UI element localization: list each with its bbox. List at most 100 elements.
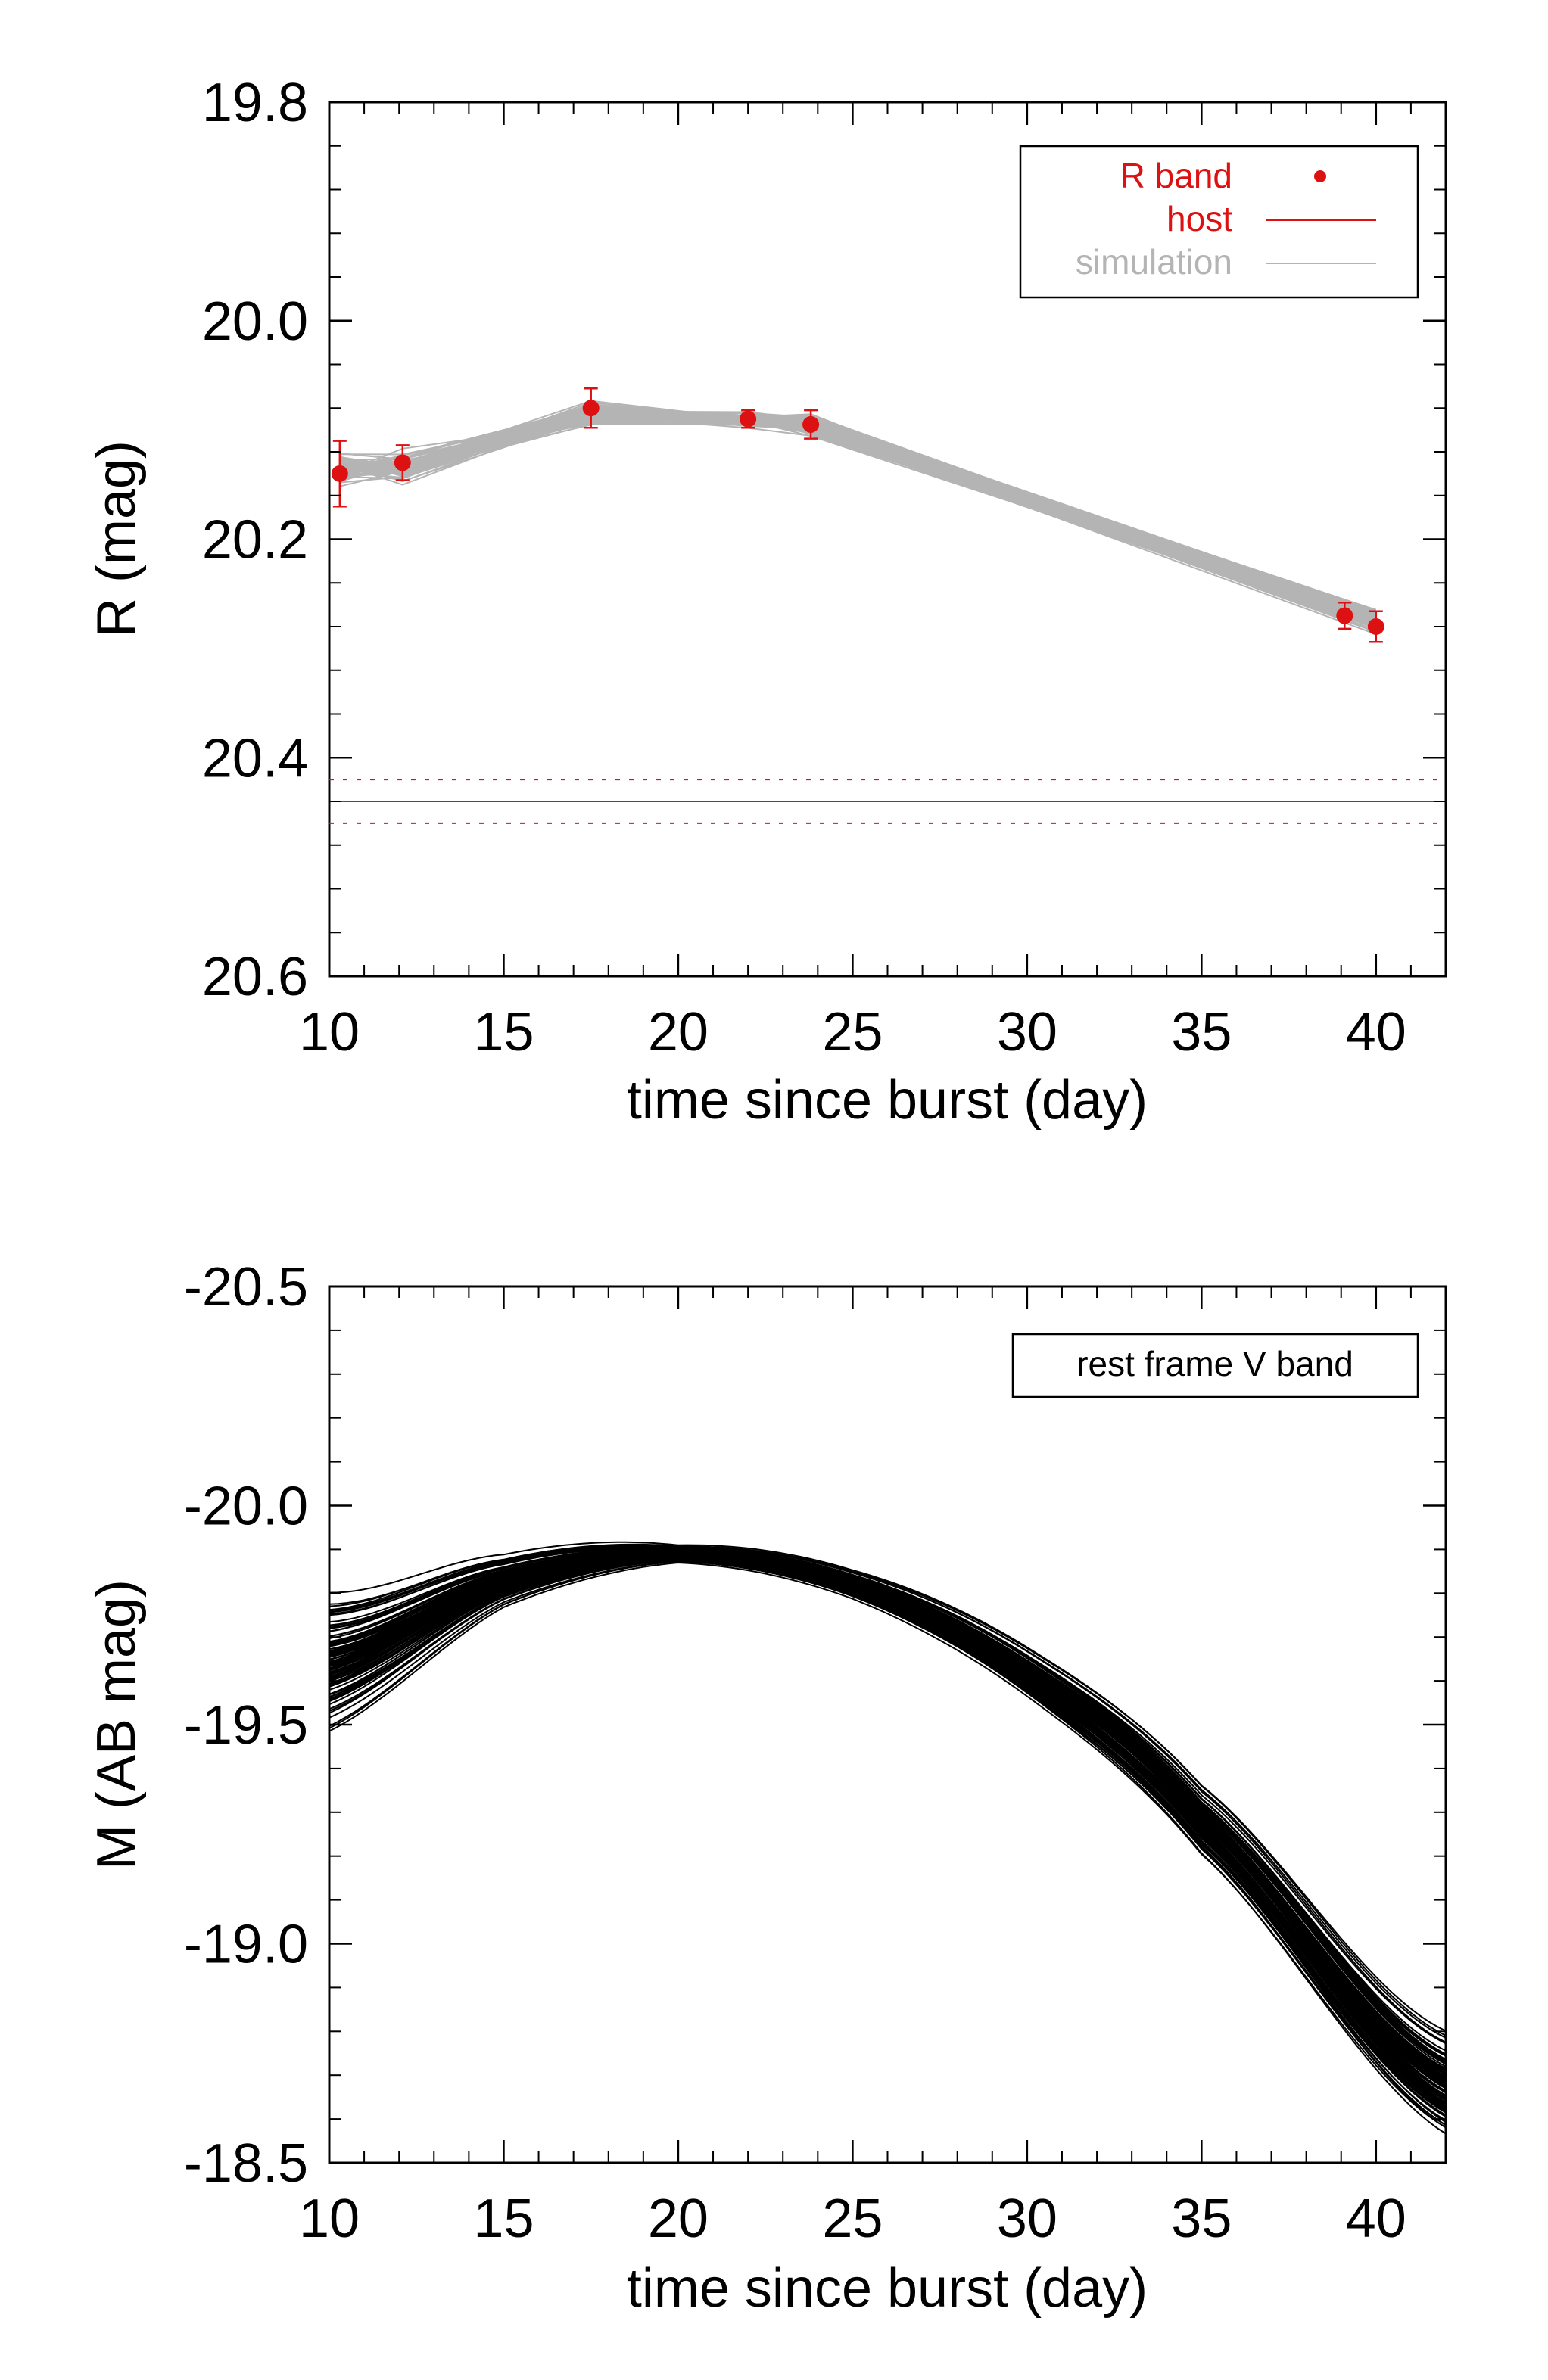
model-curve [329, 1552, 1446, 2083]
x-tick-label: 20 [648, 1002, 709, 1062]
x-tick-label: 30 [997, 1002, 1057, 1062]
model-curve [329, 1557, 1446, 2110]
data-point [394, 454, 411, 471]
model-curve [329, 1552, 1446, 2089]
panel-r-band: 10 15 20 25 30 35 40 19.8 20.0 20.2 20.4 20.6 time… [86, 73, 1447, 1131]
model-curve [329, 1552, 1446, 2084]
model-curve [329, 1554, 1446, 2105]
model-curve [329, 1552, 1446, 2073]
legend: rest frame V band [1011, 1333, 1419, 1398]
model-curve [329, 1541, 1446, 2036]
x-tick-label: 15 [473, 1002, 534, 1062]
model-curve [329, 1557, 1446, 2089]
model-curve [329, 1547, 1446, 2045]
model-curve [329, 1557, 1446, 2109]
model-curve [329, 1557, 1446, 2126]
x-axis-title: time since burst (day) [627, 1070, 1148, 1131]
model-curve [329, 1554, 1446, 2082]
y-tick-label: -19.0 [184, 1915, 308, 1975]
legend-box [1011, 1333, 1419, 1398]
model-curve [329, 1555, 1446, 2107]
model-curve [329, 1545, 1446, 2055]
model-curve [329, 1558, 1446, 2118]
model-curve [329, 1553, 1446, 2089]
x-tick-label: 25 [822, 2189, 883, 2249]
model-curve [329, 1554, 1446, 2076]
model-curve [329, 1544, 1446, 2043]
model-curve [329, 1553, 1446, 2089]
model-curve [329, 1555, 1446, 2100]
model-curve [329, 1551, 1446, 2096]
y-tick-label: -18.5 [184, 2133, 308, 2194]
model-curve [329, 1554, 1446, 2092]
y-tick-labels: -20.5 -20.0 -19.5 -19.0 -18.5 [184, 1257, 308, 2194]
model-curve [329, 1551, 1446, 2080]
legend-label-rest-frame: rest frame V band [1076, 1344, 1353, 1383]
x-tick-labels: 10 15 20 25 30 35 40 [299, 1002, 1406, 1062]
model-curve [329, 1549, 1446, 2061]
simulation-curve [339, 413, 1377, 613]
model-curve [329, 1550, 1446, 2070]
model-curve [329, 1549, 1446, 2064]
curve-bundle [329, 1541, 1446, 2135]
model-curve [329, 1551, 1446, 2084]
model-curve [329, 1560, 1446, 2111]
model-curve [329, 1545, 1446, 2056]
model-curve [329, 1553, 1446, 2082]
y-tick-label: 20.0 [202, 291, 308, 352]
data-point [802, 415, 820, 433]
data-point [740, 410, 757, 428]
model-curve [329, 1557, 1446, 2102]
model-curve [329, 1553, 1446, 2083]
model-curve [329, 1551, 1446, 2061]
model-curve [329, 1548, 1446, 2074]
model-curve [329, 1553, 1446, 2078]
model-curve [329, 1561, 1446, 2129]
model-curve [329, 1557, 1446, 2103]
model-curve [329, 1555, 1446, 2101]
y-tick-label: -19.5 [184, 1695, 308, 1756]
y-tick-label: 19.8 [202, 73, 308, 133]
model-curve [329, 1556, 1446, 2097]
model-curve [329, 1546, 1446, 2061]
model-curve [329, 1551, 1446, 2076]
model-curve [329, 1555, 1446, 2129]
x-tick-label: 35 [1171, 1002, 1232, 1062]
y-tick-label: 20.4 [202, 728, 308, 789]
model-curve [329, 1557, 1446, 2112]
model-curve [329, 1554, 1446, 2097]
host-lines [329, 779, 1446, 824]
model-curve [329, 1548, 1446, 2078]
x-tick-label: 10 [299, 2189, 360, 2249]
y-axis-title: R (mag) [86, 440, 147, 637]
model-curve [329, 1553, 1446, 2079]
model-curve [329, 1552, 1446, 2074]
model-curve [329, 1558, 1446, 2116]
model-curve [329, 1560, 1446, 2108]
model-curve [329, 1554, 1446, 2081]
model-curve [329, 1546, 1446, 2062]
model-curve [329, 1553, 1446, 2086]
model-curve [329, 1548, 1446, 2063]
model-curve [329, 1549, 1446, 2055]
model-curve [329, 1554, 1446, 2105]
simulation-curve [339, 405, 1377, 623]
x-tick-label: 15 [473, 2189, 534, 2249]
axis-ticks [328, 101, 1447, 978]
x-tick-labels: 10 15 20 25 30 35 40 [299, 2189, 1406, 2249]
model-curve [329, 1559, 1446, 2114]
model-curve [329, 1554, 1446, 2084]
data-point [1336, 607, 1353, 624]
simulation-curve [339, 412, 1377, 618]
model-curve [329, 1559, 1446, 2114]
simulation-curves [339, 400, 1377, 636]
model-curve [329, 1554, 1446, 2097]
y-axis-title: M (AB mag) [86, 1579, 147, 1870]
model-curve [329, 1555, 1446, 2082]
model-curve [329, 1551, 1446, 2079]
y-tick-label: 20.2 [202, 510, 308, 571]
model-curve [329, 1558, 1446, 2101]
model-curve [329, 1554, 1446, 2108]
model-curve [329, 1551, 1446, 2071]
